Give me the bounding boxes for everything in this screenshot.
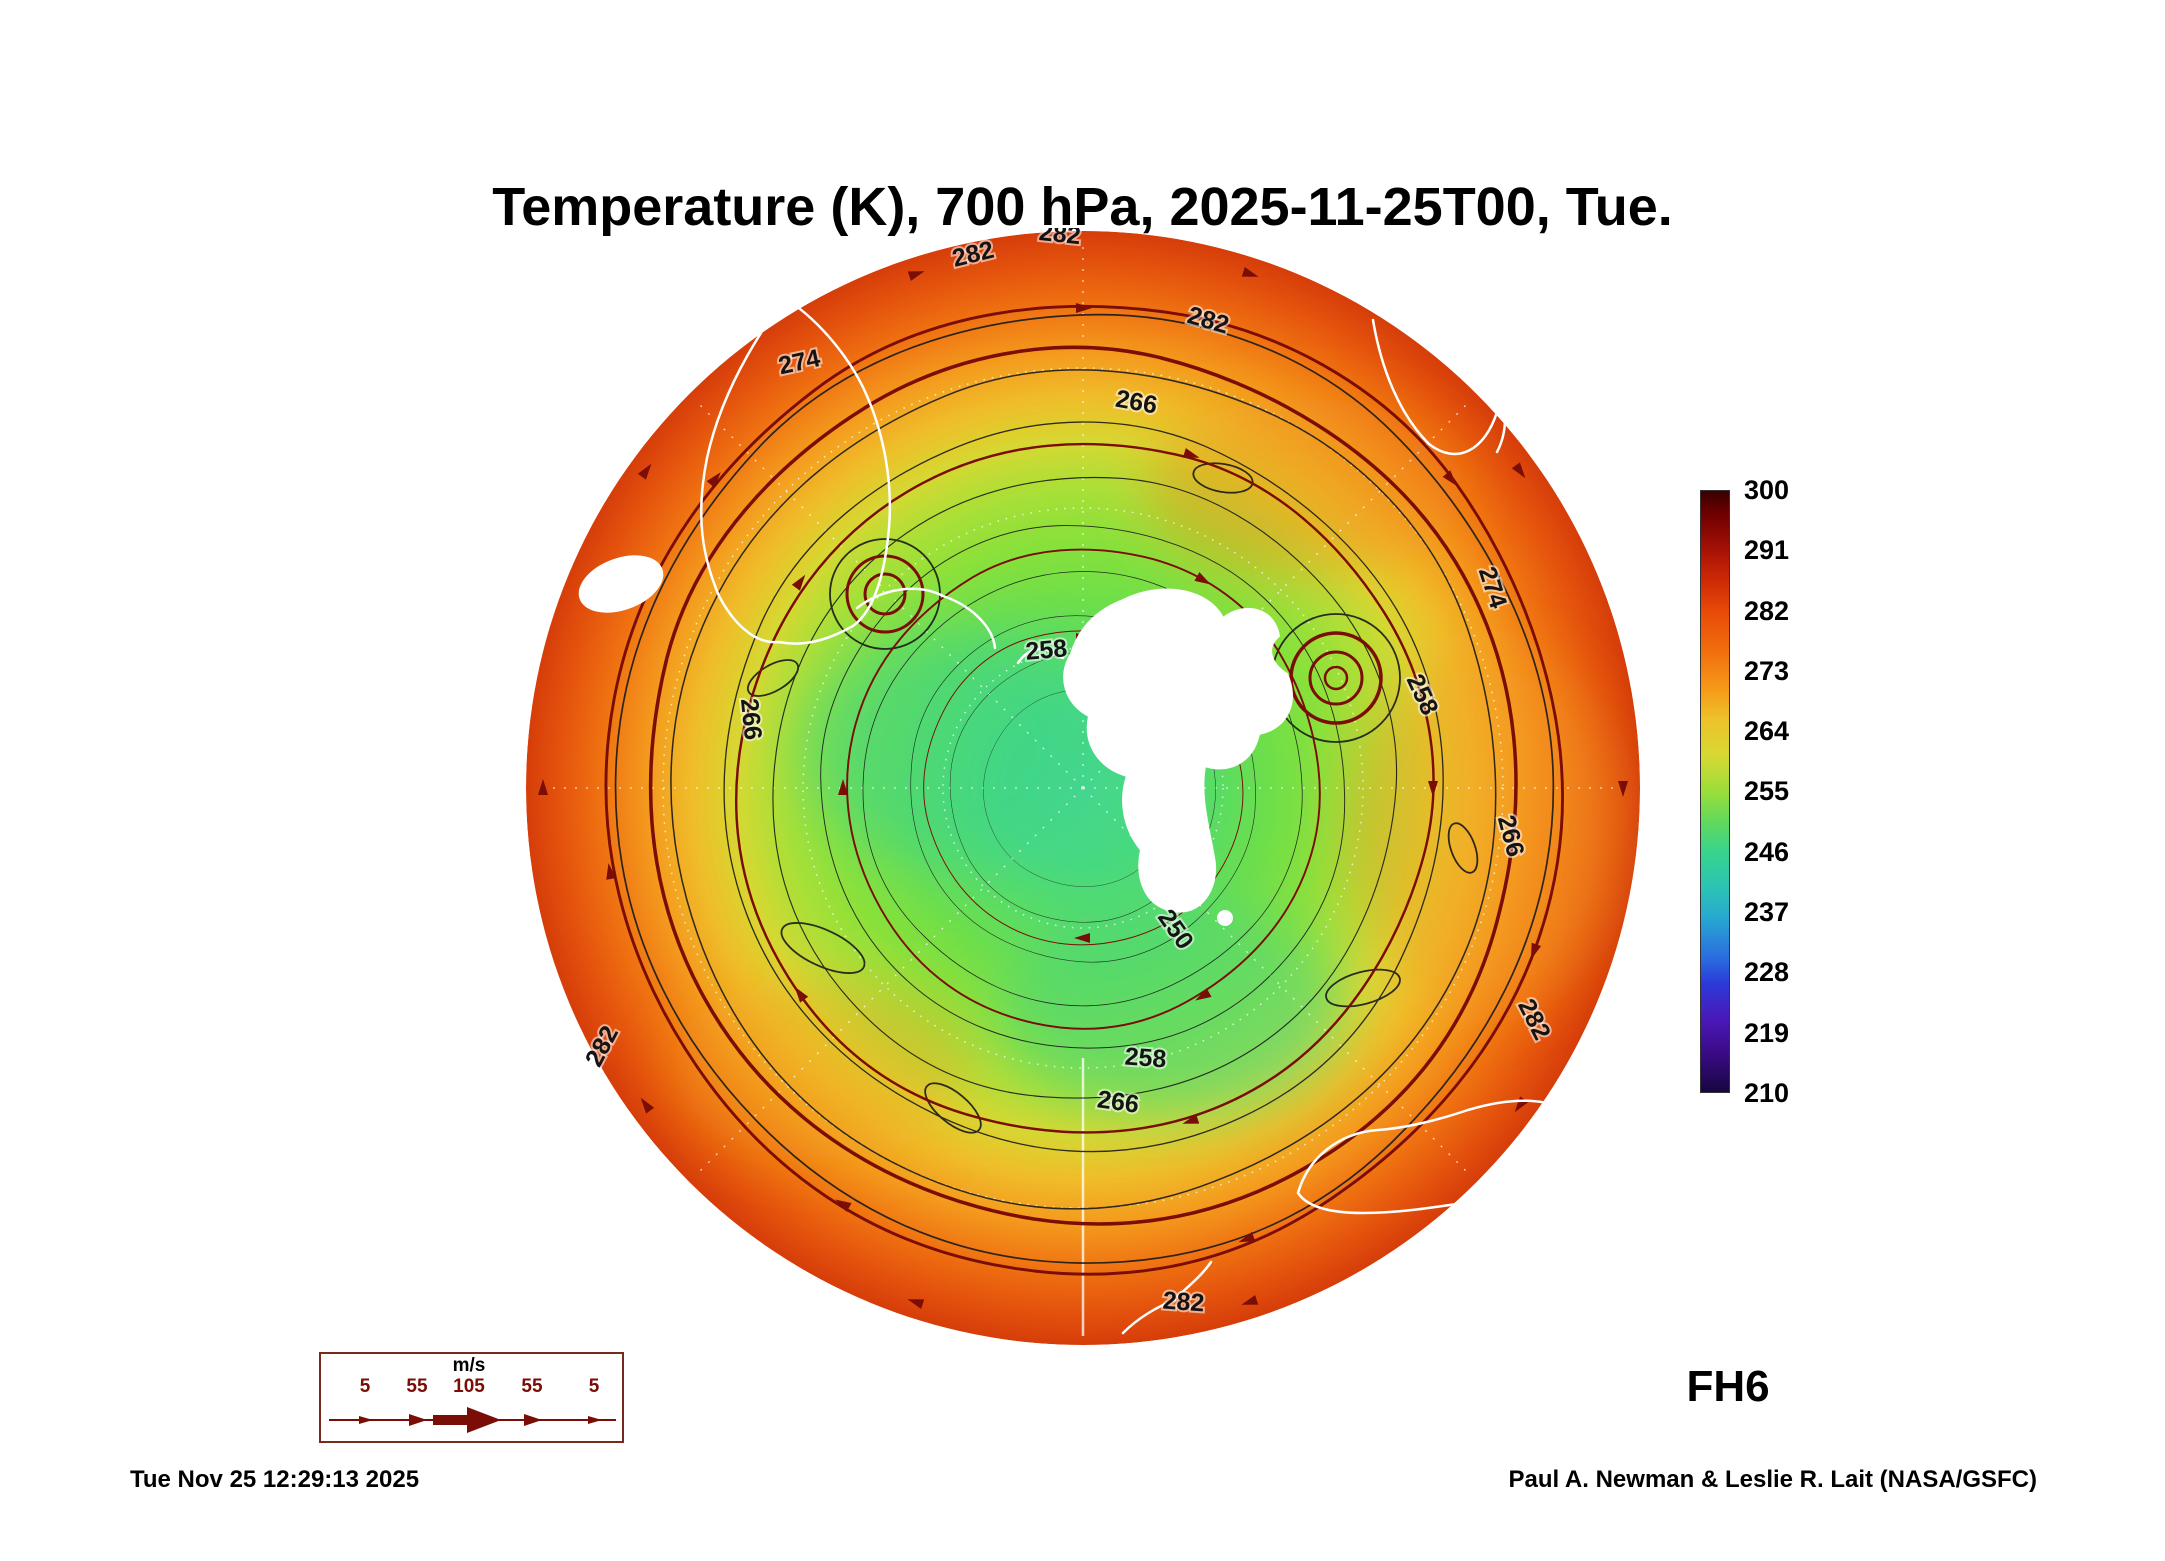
graticule xyxy=(538,243,1628,1336)
wind-speed-legend: m/s 5 55 105 55 5 xyxy=(319,1352,624,1443)
wind-tick: 55 xyxy=(521,1376,543,1397)
colorbar-tick: 237 xyxy=(1744,897,1790,928)
wind-tick: 105 xyxy=(453,1376,485,1397)
contour-label: 266 xyxy=(735,697,767,741)
contour-label: 258 xyxy=(1124,1043,1168,1074)
colorbar-tick: 300 xyxy=(1744,475,1790,505)
colorbar-tick-labels: 300 291 282 273 264 255 246 237 228 219 … xyxy=(1744,476,1789,1107)
wind-tick: 55 xyxy=(406,1376,428,1397)
streamline-arrowheads xyxy=(538,267,1628,1309)
new-zealand-coastline xyxy=(1121,1260,1213,1335)
colorbar-tick: 291 xyxy=(1744,535,1790,566)
contour-label: 258 xyxy=(1024,634,1068,666)
credit-text: Paul A. Newman & Leslie R. Lait (NASA/GS… xyxy=(1508,1466,2037,1493)
colorbar-gradient xyxy=(1700,490,1730,1093)
colorbar-tick: 210 xyxy=(1744,1077,1790,1108)
colorbar-tick: 273 xyxy=(1744,655,1790,686)
south-america-coastline xyxy=(699,296,892,645)
coastlines xyxy=(578,296,1581,1335)
colorbar-tick: 282 xyxy=(1744,595,1790,626)
colorbar-tick: 264 xyxy=(1744,716,1790,747)
patagonia-icefield xyxy=(578,555,664,613)
wind-tick: 5 xyxy=(588,1376,600,1397)
contour-label: 266 xyxy=(1096,1085,1141,1119)
wind-tick: 5 xyxy=(359,1376,371,1397)
antarctica-landmass xyxy=(1063,588,1293,926)
forecast-hour-label: FH6 xyxy=(1686,1362,1770,1411)
contour-label: 282 xyxy=(1162,1287,1206,1318)
wind-unit-label: m/s xyxy=(452,1355,486,1376)
colorbar-tick: 228 xyxy=(1744,957,1790,988)
wind-scale-arrows xyxy=(329,1407,616,1433)
chart-title: Temperature (K), 700 hPa, 2025-11-25T00,… xyxy=(492,177,1673,238)
polar-temperature-map: 282 282 282 274 266 274 258 258 266 250 … xyxy=(526,228,1640,1345)
colorbar-tick: 246 xyxy=(1744,836,1790,867)
tasmania-coastline xyxy=(1421,1231,1440,1250)
colorbar-tick: 255 xyxy=(1744,776,1790,807)
antarctic-coast-detail xyxy=(855,587,1065,665)
generation-timestamp: Tue Nov 25 12:29:13 2025 xyxy=(130,1466,420,1493)
colorbar-tick: 219 xyxy=(1744,1017,1790,1048)
